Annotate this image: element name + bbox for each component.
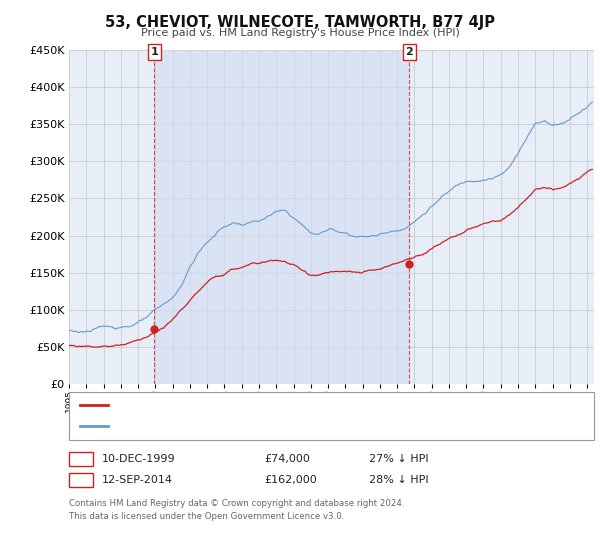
Text: £162,000: £162,000: [264, 475, 317, 485]
Bar: [154, 50, 409, 384]
Text: 2: 2: [77, 473, 85, 487]
Text: 12-SEP-2014: 12-SEP-2014: [102, 475, 173, 485]
Text: Contains HM Land Registry data © Crown copyright and database right 2024.: Contains HM Land Registry data © Crown c…: [69, 500, 404, 508]
Text: 27% ↓ HPI: 27% ↓ HPI: [369, 454, 428, 464]
Text: 10-DEC-1999: 10-DEC-1999: [102, 454, 176, 464]
Text: 1: 1: [151, 47, 158, 57]
Text: Price paid vs. HM Land Registry's House Price Index (HPI): Price paid vs. HM Land Registry's House …: [140, 28, 460, 38]
Text: £74,000: £74,000: [264, 454, 310, 464]
Text: 28% ↓ HPI: 28% ↓ HPI: [369, 475, 428, 485]
Text: This data is licensed under the Open Government Licence v3.0.: This data is licensed under the Open Gov…: [69, 512, 344, 521]
Text: 1: 1: [77, 452, 85, 466]
Text: 53, CHEVIOT, WILNECOTE, TAMWORTH, B77 4JP: 53, CHEVIOT, WILNECOTE, TAMWORTH, B77 4J…: [105, 15, 495, 30]
Text: HPI: Average price, detached house, Tamworth: HPI: Average price, detached house, Tamw…: [115, 421, 359, 431]
Text: 53, CHEVIOT, WILNECOTE, TAMWORTH, B77 4JP (detached house): 53, CHEVIOT, WILNECOTE, TAMWORTH, B77 4J…: [115, 400, 458, 410]
Text: 2: 2: [406, 47, 413, 57]
